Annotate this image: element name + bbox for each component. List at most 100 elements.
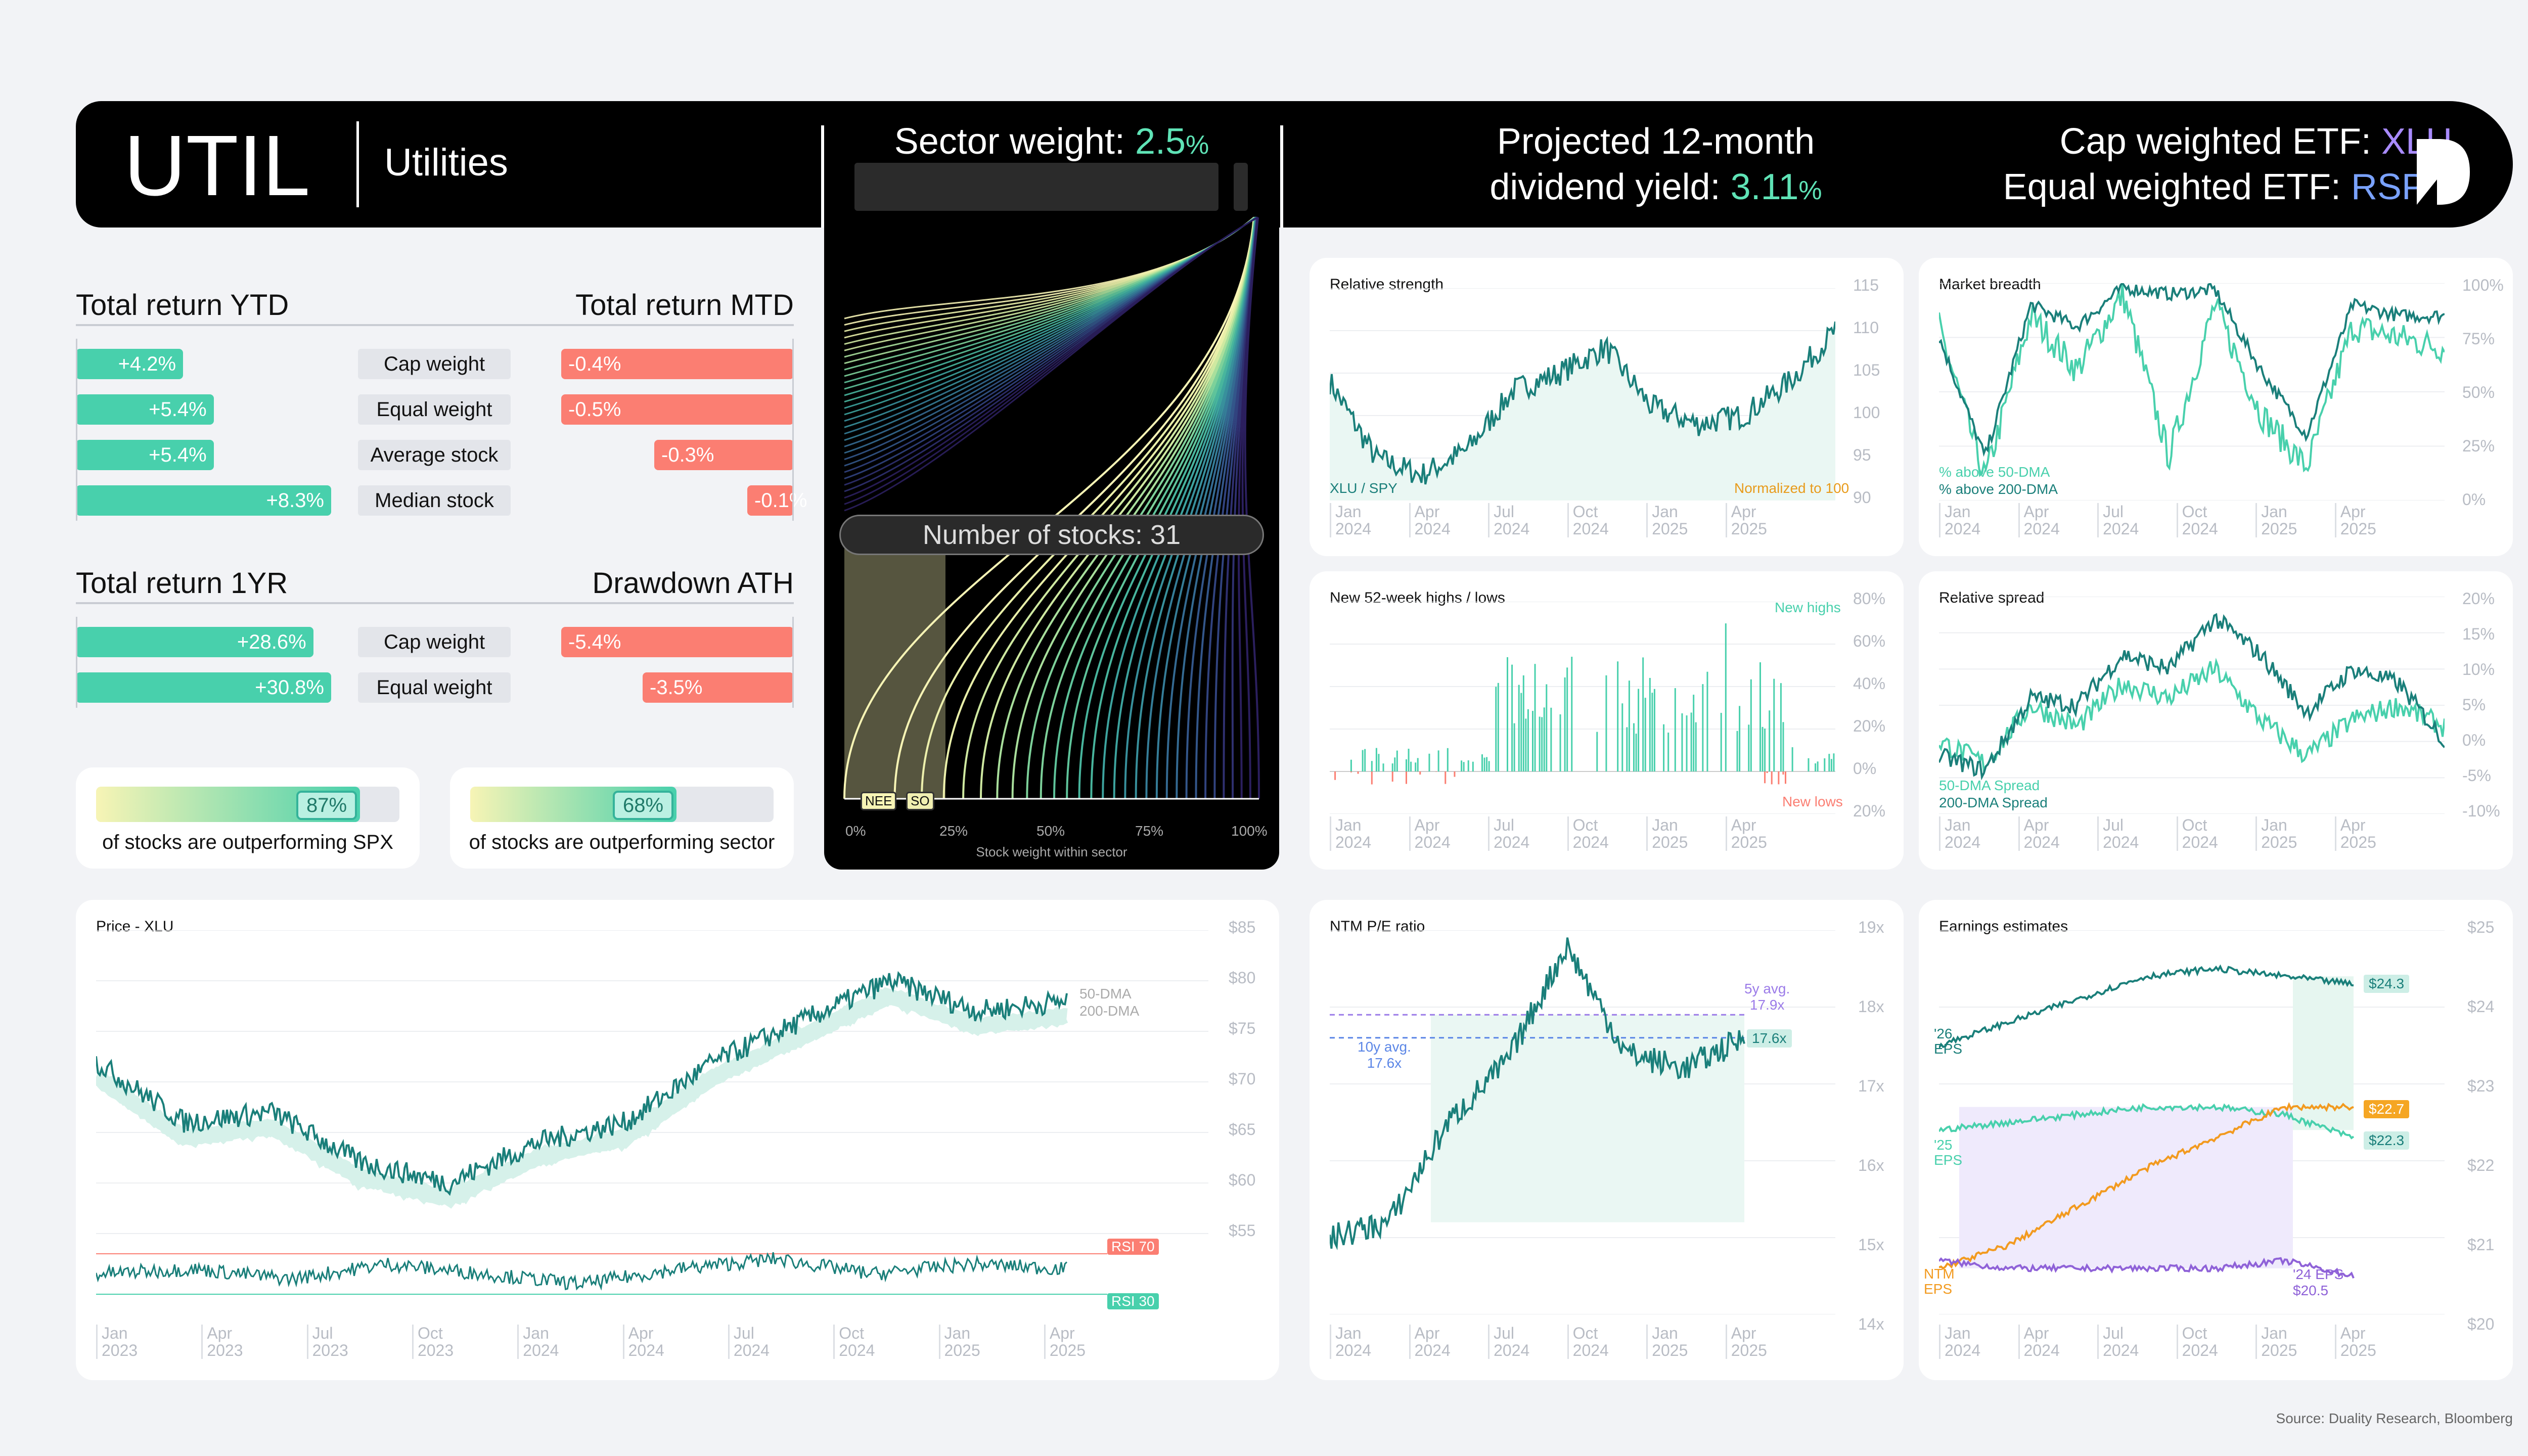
breadth-y-ticks: 100% 75% 50% 25% 0% — [2462, 276, 2504, 509]
x-tick-label: Apr 2024 — [1409, 503, 1451, 537]
new-high-bar — [1824, 758, 1826, 771]
new-high-bar — [1461, 760, 1463, 771]
new-high-bar — [1667, 733, 1669, 771]
new-high-bar — [1764, 729, 1766, 771]
new-high-bar — [1759, 662, 1761, 771]
new-low-bar — [1766, 771, 1768, 774]
returns-bottom-header: Total return 1YR Drawdown ATH — [76, 566, 794, 604]
source-note: Source: Duality Research, Bloomberg — [2276, 1410, 2513, 1426]
new-high-bar — [1791, 747, 1793, 771]
x-tick-label: Jan 2025 — [2255, 1325, 2297, 1359]
new-low-bar — [1454, 771, 1456, 777]
outperf-spx-card: 87% of stocks are outperforming SPX — [76, 767, 420, 869]
new-high-bar — [1828, 754, 1830, 771]
new-high-bar — [1628, 680, 1630, 771]
new-high-bar — [1415, 762, 1417, 771]
x-tick-label: Jul 2024 — [1488, 1325, 1529, 1359]
x-tick-label: Jul 2024 — [1488, 503, 1529, 537]
new-high-bar — [1362, 750, 1364, 771]
new-low-bar — [1444, 771, 1447, 784]
return-row: +5.4% Equal weight -0.5% — [76, 394, 794, 425]
fan-x-ticks: 0% 25% 50% 75% 100% — [845, 823, 1268, 839]
new-high-bar — [1808, 758, 1810, 771]
x-tick-label: Apr 2024 — [1409, 1325, 1451, 1359]
fan-fill — [844, 531, 945, 799]
new-high-bar — [1695, 722, 1697, 771]
new-high-bar — [1817, 761, 1819, 771]
new-high-bar — [1559, 714, 1561, 771]
x-tick-label: Jul 2024 — [2097, 1325, 2139, 1359]
new-high-bar — [1481, 754, 1483, 771]
new-high-bar — [1483, 757, 1485, 771]
return-right-bar: -0.1% — [747, 485, 807, 516]
return-row-label: Cap weight — [358, 349, 511, 379]
return-row: +4.2% Cap weight -0.4% — [76, 349, 794, 379]
new-high-bar — [1681, 713, 1683, 771]
new-high-bar — [1621, 703, 1623, 771]
new-high-bar — [1702, 684, 1704, 771]
return-row-label: Cap weight — [358, 627, 511, 657]
return-row: +28.6% Cap weight -5.4% — [76, 627, 794, 657]
outperf-spx-value: 87% — [296, 791, 357, 820]
highs-lows-chart — [1330, 602, 1835, 814]
new-high-bar — [1518, 685, 1520, 771]
return-row-label: Equal weight — [358, 394, 511, 425]
eps25-line — [1939, 1103, 2355, 1140]
x-tick-label: Jan 2025 — [1646, 816, 1688, 851]
breadth-chart — [1939, 283, 2445, 500]
ath-title: Drawdown ATH — [592, 567, 794, 600]
new-high-bar — [1748, 724, 1750, 771]
new-high-bar — [1686, 715, 1688, 771]
new-high-bar — [1378, 754, 1380, 771]
new-low-bar — [1406, 771, 1407, 784]
eps-chart — [1939, 930, 2445, 1314]
x-tick-label: Jan 2024 — [517, 1325, 559, 1359]
x-tick-label: Jan 2024 — [1330, 503, 1371, 537]
new-low-bar — [1419, 771, 1421, 775]
new-high-bar — [1463, 762, 1465, 771]
new-low-bar — [1782, 771, 1784, 775]
ytd-title: Total return YTD — [76, 289, 289, 322]
new-high-bar — [1674, 688, 1676, 771]
ticker: UTIL — [124, 118, 310, 214]
rel-strength-chart — [1330, 288, 1835, 500]
x-tick-label: Jul 2024 — [2097, 816, 2139, 851]
new-high-bar — [1543, 707, 1545, 771]
stock-weight-fan-chart — [843, 216, 1260, 800]
x-tick-label: Jan 2025 — [2255, 816, 2297, 851]
sector-name: Utilities — [384, 141, 508, 184]
new-low-bar — [1391, 771, 1393, 782]
x-tick-label: Jan 2023 — [96, 1325, 138, 1359]
new-high-bar — [1690, 712, 1692, 771]
rel-strength-y-ticks: 115 110 105 100 95 90 — [1853, 276, 1880, 507]
new-high-bar — [1396, 750, 1398, 771]
rel-strength-card: Relative strength 115 110 105 100 95 90 … — [1310, 258, 1904, 556]
new-high-bar — [1375, 748, 1377, 771]
x-tick-label: Oct 2024 — [1567, 1325, 1609, 1359]
new-high-bar — [1495, 687, 1497, 771]
pe-y-ticks: 19x 18x 17x 16x 15x 14x — [1858, 918, 1884, 1333]
x-tick-label: Oct 2024 — [1567, 503, 1609, 537]
stock-weight-upper-curve — [844, 216, 1258, 512]
new-high-bar — [1534, 664, 1536, 771]
eps-y-ticks: $25 $24 $23 $22 $21 $20 — [2467, 918, 2495, 1333]
new-low-bar — [1357, 771, 1359, 774]
new-low-bar — [1771, 771, 1773, 785]
header-divider — [356, 121, 359, 207]
new-low-bar — [1764, 771, 1766, 784]
new-high-bar — [1725, 623, 1727, 771]
new-high-bar — [1513, 723, 1515, 771]
breadth-50dma-line — [1939, 283, 2445, 477]
new-high-bar — [1663, 724, 1665, 771]
rel-spread-card: Relative spread 20% 15% 10% 5% 0% -5% -1… — [1919, 571, 2513, 870]
mtd-title: Total return MTD — [575, 289, 794, 322]
x-tick-label: Apr 2025 — [1725, 816, 1767, 851]
new-high-bar — [1550, 707, 1552, 771]
new-high-bar — [1780, 683, 1782, 771]
x-tick-label: Jan 2025 — [1646, 503, 1688, 537]
price-line — [96, 971, 1068, 1196]
rel-spread-y-ticks: 20% 15% 10% 5% 0% -5% -10% — [2462, 589, 2500, 820]
new-high-bar — [1651, 693, 1653, 771]
new-high-bar — [1520, 693, 1522, 771]
return-left-bar: +30.8% — [76, 672, 331, 703]
